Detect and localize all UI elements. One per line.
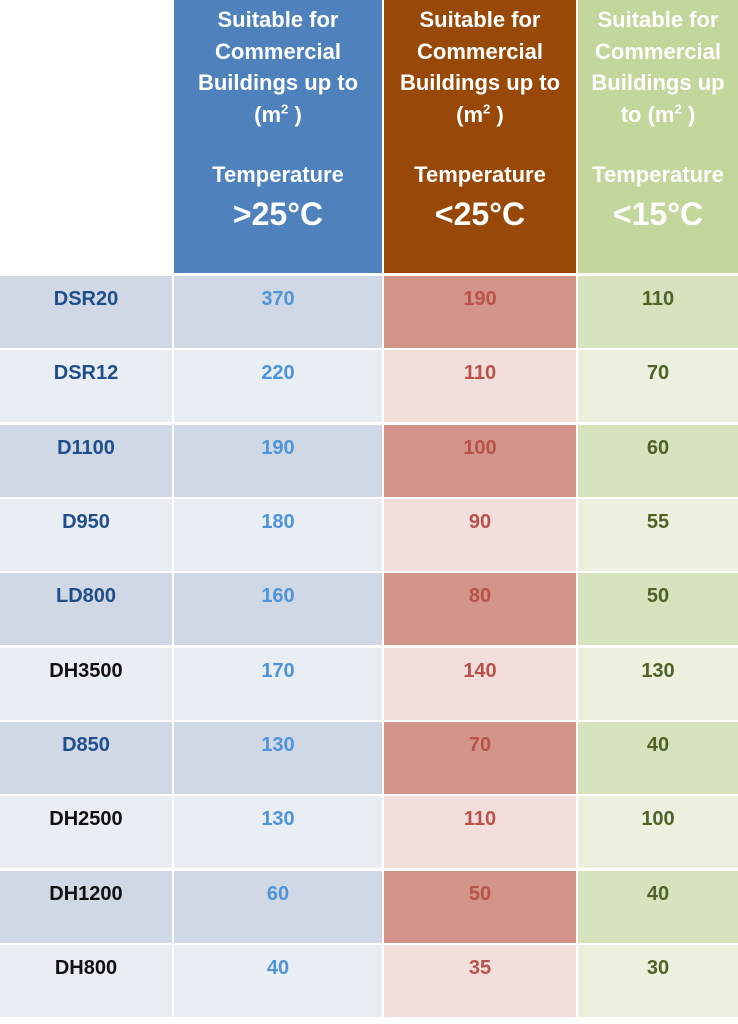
area-below-25-cell: 90 (384, 499, 576, 571)
area-below-25-cell: 140 (384, 648, 576, 720)
header-temperature-label: Temperature (212, 162, 344, 187)
table-row: DSR12 220 110 70 (0, 350, 738, 422)
model-name-cell: DH800 (0, 945, 172, 1017)
area-above-25-cell: 40 (174, 945, 382, 1017)
header-unit-pre: (m (254, 101, 282, 127)
area-above-25-cell: 160 (174, 573, 382, 645)
header-unit-sup: 2 (483, 101, 491, 117)
table-row: DH2500 130 110 100 (0, 796, 738, 868)
area-above-25-cell: 370 (174, 276, 382, 348)
header-line: to (m2 ) (582, 99, 734, 131)
area-below-25-cell: 190 (384, 276, 576, 348)
header-line: (m2 ) (178, 99, 378, 131)
header-unit-pre: to (m (620, 101, 675, 127)
header-unit-sup: 2 (281, 101, 289, 117)
header-temperature-value: <25°C (434, 196, 526, 232)
area-above-25-cell: 190 (174, 425, 382, 497)
model-name-cell: DSR20 (0, 276, 172, 348)
area-above-25-cell: 60 (174, 871, 382, 943)
area-below-15-cell: 110 (578, 276, 738, 348)
table-row: DSR20 370 190 110 (0, 276, 738, 348)
header-line: Commercial (417, 38, 543, 64)
header-temperature-label: Temperature (592, 162, 724, 187)
header-temp-below-25: Suitable for Commercial Buildings up to … (384, 0, 576, 273)
header-unit-sup: 2 (674, 101, 682, 117)
area-below-15-cell: 40 (578, 722, 738, 794)
header-temp-below-15: Suitable for Commercial Buildings up to … (578, 0, 738, 273)
header-line: Buildings up to (197, 70, 359, 95)
area-above-25-cell: 180 (174, 499, 382, 571)
header-unit-post: ) (490, 101, 504, 127)
header-temperature-value: >25°C (232, 196, 324, 232)
area-below-15-cell: 100 (578, 796, 738, 868)
area-below-15-cell: 130 (578, 648, 738, 720)
area-below-25-cell: 100 (384, 425, 576, 497)
area-below-25-cell: 110 (384, 350, 576, 422)
header-unit-post: ) (288, 101, 302, 127)
model-name-cell: D850 (0, 722, 172, 794)
model-name-cell: D950 (0, 499, 172, 571)
model-name-cell: DH2500 (0, 796, 172, 868)
table-row: D850 130 70 40 (0, 722, 738, 794)
area-above-25-cell: 130 (174, 722, 382, 794)
header-temp-above-25: Suitable for Commercial Buildings up to … (174, 0, 382, 273)
area-below-15-cell: 50 (578, 573, 738, 645)
header-unit-post: ) (681, 101, 696, 127)
model-name-cell: DH3500 (0, 648, 172, 720)
table-row: DH800 40 35 30 (0, 945, 738, 1017)
header-line: Suitable for (217, 7, 339, 32)
area-above-25-cell: 130 (174, 796, 382, 868)
header-line: (m2 ) (388, 99, 572, 131)
header-line: Suitable for (419, 7, 541, 32)
area-below-25-cell: 70 (384, 722, 576, 794)
table-row: D1100 190 100 60 (0, 425, 738, 497)
area-below-15-cell: 60 (578, 425, 738, 497)
header-line: Commercial (215, 38, 341, 64)
header-line: Buildings up (591, 70, 725, 95)
model-name-cell: D1100 (0, 425, 172, 497)
area-above-25-cell: 220 (174, 350, 382, 422)
header-suitable-text: Suitable for Commercial Buildings up to … (178, 4, 378, 130)
area-below-25-cell: 80 (384, 573, 576, 645)
header-line: Buildings up to (399, 70, 561, 95)
header-temperature-value: <15°C (612, 196, 704, 232)
model-name-cell: LD800 (0, 573, 172, 645)
header-line: Commercial (595, 38, 721, 64)
header-suitable-text: Suitable for Commercial Buildings up to … (388, 4, 572, 130)
area-below-15-cell: 70 (578, 350, 738, 422)
table-row: DH3500 170 140 130 (0, 648, 738, 720)
table-row: DH1200 60 50 40 (0, 871, 738, 943)
header-line: Suitable for (597, 7, 719, 32)
header-temperature-label: Temperature (414, 162, 546, 187)
area-below-25-cell: 110 (384, 796, 576, 868)
header-unit-pre: (m (456, 101, 484, 127)
model-name-cell: DSR12 (0, 350, 172, 422)
area-below-15-cell: 30 (578, 945, 738, 1017)
header-suitable-text: Suitable for Commercial Buildings up to … (582, 4, 734, 130)
area-below-15-cell: 55 (578, 499, 738, 571)
area-below-25-cell: 50 (384, 871, 576, 943)
model-name-cell: DH1200 (0, 871, 172, 943)
area-above-25-cell: 170 (174, 648, 382, 720)
area-below-25-cell: 35 (384, 945, 576, 1017)
area-below-15-cell: 40 (578, 871, 738, 943)
table-row: LD800 160 80 50 (0, 573, 738, 645)
table-row: D950 180 90 55 (0, 499, 738, 571)
